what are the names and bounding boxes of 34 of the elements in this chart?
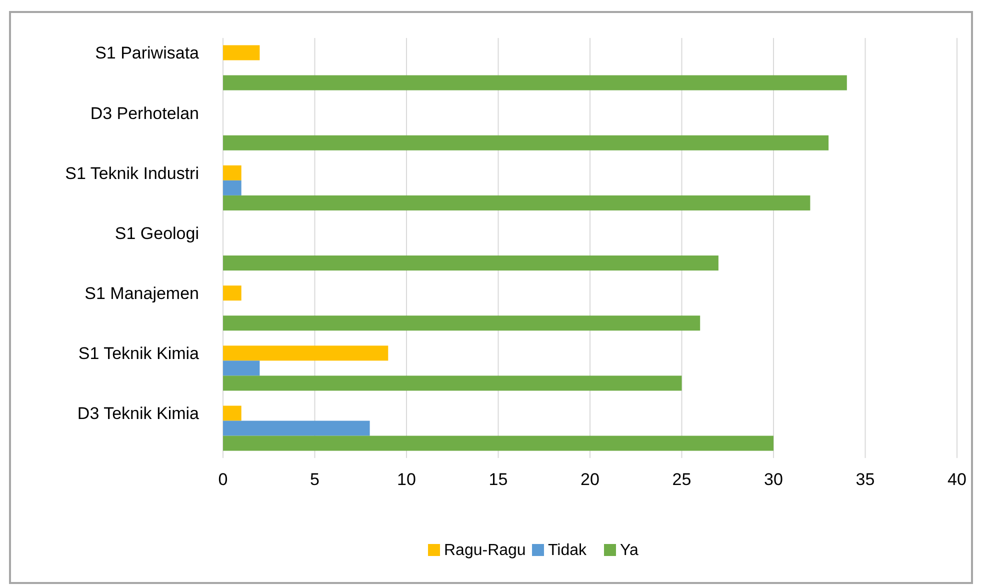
bar [223,360,260,376]
x-tick-label: 10 [397,470,416,489]
x-tick-label: 40 [948,470,966,489]
bar [223,316,700,331]
x-tick-label: 35 [856,470,875,489]
bar [223,420,370,436]
bar [223,135,829,150]
x-tick-label: 30 [764,470,783,489]
bar [223,346,388,361]
bar [223,406,242,421]
bar [223,195,810,210]
bar [223,256,718,271]
y-tick-label: S1 Geologi [114,224,199,243]
legend-label: Ragu-Ragu [444,542,526,559]
x-tick-label: 5 [310,470,320,489]
x-tick-label: 25 [672,470,692,489]
x-tick-label: 20 [580,470,600,489]
x-tick-label: 0 [218,470,228,489]
bar [223,75,847,90]
bar [223,165,242,180]
y-tick-label: S1 Teknik Kimia [78,344,200,364]
bar [223,376,682,391]
legend-label: Tidak [548,542,588,559]
y-tick-label: D3 Teknik Kimia [77,404,200,424]
y-tick-label: S1 Teknik Industri [65,164,199,183]
bar [223,436,774,451]
y-tick-label: S1 Manajemen [84,284,199,304]
y-tick-label: D3 Perhotelan [90,104,199,123]
y-tick-label: S1 Pariwisata [95,44,200,63]
x-tick-label: 15 [488,470,508,489]
bar [223,45,260,60]
legend-label: Ya [620,542,638,559]
bar [223,180,242,196]
bar [223,286,242,301]
